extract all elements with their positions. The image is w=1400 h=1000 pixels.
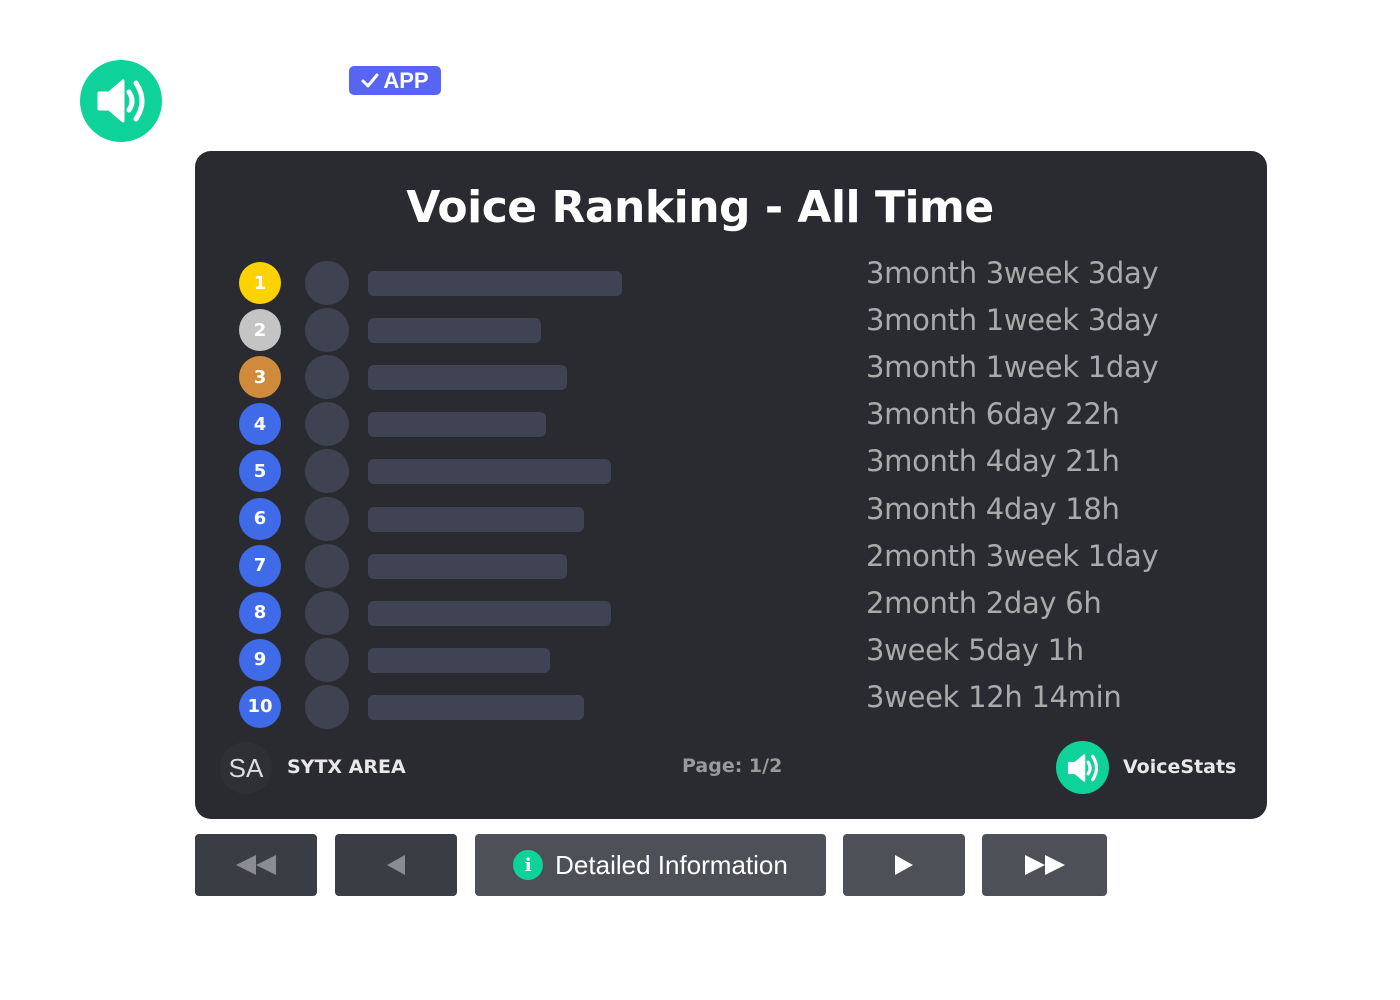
- brand-name: VoiceStats: [1123, 756, 1237, 778]
- ranking-row: 8 2month 2day 6h: [239, 586, 1199, 635]
- user-avatar-placeholder: [305, 402, 349, 447]
- app-avatar[interactable]: [80, 60, 162, 142]
- ranking-row: 1 3month 3week 3day: [239, 256, 1199, 305]
- info-icon: i: [513, 850, 544, 880]
- badge-label: APP: [383, 67, 429, 93]
- rank-badge: 7: [239, 544, 281, 587]
- last-page-button[interactable]: [982, 834, 1107, 896]
- voice-time: 3month 4day 21h: [866, 444, 1120, 479]
- rank-badge: 9: [239, 638, 281, 681]
- chevron-right-icon: [895, 855, 913, 875]
- speaker-icon: [1067, 753, 1098, 782]
- ranking-row: 3 3month 1week 1day: [239, 350, 1199, 400]
- username-placeholder: [368, 412, 546, 438]
- previous-page-button[interactable]: [335, 834, 457, 896]
- username-placeholder: [368, 459, 611, 485]
- username-placeholder: [368, 318, 541, 344]
- user-avatar-placeholder: [305, 590, 349, 635]
- double-chevron-right-icon: [1024, 855, 1065, 875]
- detailed-information-button[interactable]: i Detailed Information: [475, 834, 826, 896]
- voice-time: 3month 3week 3day: [866, 256, 1159, 290]
- check-icon: [361, 73, 379, 87]
- user-avatar-placeholder: [305, 449, 349, 494]
- chevron-left-icon: [387, 855, 405, 875]
- username-placeholder: [368, 365, 567, 391]
- ranking-row: 2 3month 1week 3day: [239, 303, 1199, 353]
- username-placeholder: [368, 600, 611, 626]
- ranking-row: 4 3month 6day 22h: [239, 397, 1199, 447]
- server-name: SYTX AREA: [287, 756, 406, 778]
- speaker-icon: [97, 79, 145, 123]
- rank-badge: 2: [239, 309, 281, 352]
- rank-badge: 10: [239, 685, 281, 728]
- ranking-row: 9 3week 5day 1h: [239, 633, 1199, 682]
- rank-badge: 5: [239, 450, 281, 493]
- first-page-button[interactable]: [195, 834, 317, 896]
- user-avatar-placeholder: [305, 637, 349, 682]
- username-placeholder: [368, 647, 550, 673]
- username-placeholder: [368, 553, 567, 579]
- voice-time: 3week 5day 1h: [866, 632, 1084, 667]
- rank-badge: 8: [239, 591, 281, 634]
- voice-time: 2month 3week 1day: [866, 538, 1159, 573]
- page-indicator: Page: 1/2: [682, 755, 783, 777]
- user-avatar-placeholder: [305, 543, 349, 588]
- ranking-row: 10 3week 12h 14min: [239, 680, 1199, 729]
- brand-logo: [1056, 741, 1109, 794]
- voice-time: 3month 1week 1day: [866, 350, 1159, 385]
- voice-time: 3month 1week 3day: [866, 303, 1159, 338]
- rank-badge: 6: [239, 497, 281, 540]
- ranking-row: 6 3month 4day 18h: [239, 492, 1199, 541]
- user-avatar-placeholder: [305, 308, 349, 353]
- user-avatar-placeholder: [305, 684, 349, 729]
- rank-badge: 1: [239, 262, 281, 304]
- username-placeholder: [368, 506, 584, 532]
- user-avatar-placeholder: [305, 355, 349, 400]
- rank-badge: 4: [239, 403, 281, 446]
- app-badge: APP: [349, 66, 441, 95]
- server-icon: SA: [220, 742, 272, 794]
- next-page-button[interactable]: [843, 834, 965, 896]
- ranking-row: 7 2month 3week 1day: [239, 539, 1199, 588]
- username-placeholder: [368, 271, 622, 296]
- card-title: Voice Ranking - All Time: [406, 182, 994, 233]
- detailed-information-label: Detailed Information: [555, 849, 788, 880]
- voice-time: 3week 12h 14min: [866, 679, 1122, 714]
- user-avatar-placeholder: [305, 496, 349, 541]
- user-avatar-placeholder: [305, 261, 349, 305]
- username-placeholder: [368, 694, 584, 720]
- double-chevron-left-icon: [236, 855, 276, 875]
- rank-badge: 3: [239, 356, 281, 399]
- voice-time: 2month 2day 6h: [866, 585, 1102, 620]
- ranking-row: 5 3month 4day 21h: [239, 444, 1199, 494]
- voice-time: 3month 4day 18h: [866, 491, 1120, 526]
- voice-time: 3month 6day 22h: [866, 397, 1120, 432]
